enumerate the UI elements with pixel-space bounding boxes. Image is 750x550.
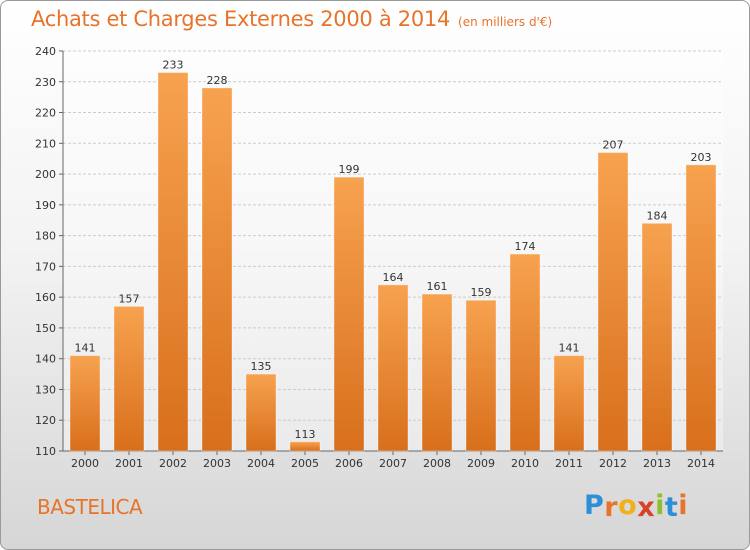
bar bbox=[289, 441, 321, 452]
y-tick-label: 190 bbox=[35, 199, 56, 212]
x-tick-label: 2007 bbox=[379, 457, 407, 470]
bar bbox=[113, 305, 145, 452]
logo-letter: t bbox=[664, 492, 679, 523]
y-tick-label: 180 bbox=[35, 230, 56, 243]
x-tick-label: 2002 bbox=[159, 457, 187, 470]
bar-value-label: 203 bbox=[691, 151, 712, 164]
y-tick-label: 130 bbox=[35, 383, 56, 396]
y-tick-label: 170 bbox=[35, 260, 56, 273]
bar bbox=[421, 293, 453, 452]
logo-letter: o bbox=[618, 490, 638, 521]
logo-letter: P bbox=[584, 490, 605, 521]
chart-title-text: Achats et Charges Externes 2000 à 2014 bbox=[31, 7, 451, 31]
y-tick-label: 150 bbox=[35, 322, 56, 335]
bar bbox=[509, 253, 541, 452]
bar-value-label: 228 bbox=[207, 74, 228, 87]
bar bbox=[245, 373, 277, 452]
x-tick-label: 2013 bbox=[643, 457, 671, 470]
chart-unit: (en milliers d'€) bbox=[458, 15, 553, 29]
bar-value-label: 164 bbox=[383, 271, 404, 284]
x-tick-label: 2011 bbox=[555, 457, 583, 470]
bar bbox=[377, 284, 409, 452]
x-tick-label: 2000 bbox=[71, 457, 99, 470]
bar bbox=[69, 355, 101, 452]
y-tick-label: 120 bbox=[35, 414, 56, 427]
x-tick-label: 2006 bbox=[335, 457, 363, 470]
y-tick-label: 110 bbox=[35, 445, 56, 458]
bar bbox=[157, 72, 189, 452]
labels: 141 2000 157 2001 233 2002 228 2003 135 2004 113 20… bbox=[71, 59, 715, 470]
commune-name: BASTELICA bbox=[37, 495, 143, 519]
bar bbox=[641, 222, 673, 452]
y-tick-label: 200 bbox=[35, 168, 56, 181]
bar-value-label: 174 bbox=[515, 240, 536, 253]
bar-value-label: 159 bbox=[471, 286, 492, 299]
bar bbox=[333, 176, 365, 452]
x-tick-label: 2009 bbox=[467, 457, 495, 470]
bar bbox=[685, 164, 717, 452]
y-tick-label: 240 bbox=[35, 45, 56, 58]
y-tick-label: 220 bbox=[35, 107, 56, 120]
y-tick-label: 230 bbox=[35, 76, 56, 89]
x-tick-label: 2004 bbox=[247, 457, 275, 470]
x-tick-label: 2012 bbox=[599, 457, 627, 470]
proxiti-logo: Proxiti bbox=[584, 490, 689, 523]
logo-letter: r bbox=[604, 492, 619, 523]
bar bbox=[201, 87, 233, 452]
logo-letter: x bbox=[637, 492, 656, 523]
bar-value-label: 141 bbox=[75, 342, 96, 355]
bar bbox=[465, 299, 497, 452]
y-tick-label: 160 bbox=[35, 291, 56, 304]
bar-value-label: 233 bbox=[163, 59, 184, 72]
x-tick-label: 2001 bbox=[115, 457, 143, 470]
bar bbox=[597, 152, 629, 452]
y-tick-label: 140 bbox=[35, 353, 56, 366]
x-tick-label: 2005 bbox=[291, 457, 319, 470]
bar-value-label: 199 bbox=[339, 163, 360, 176]
x-tick-label: 2003 bbox=[203, 457, 231, 470]
bar-value-label: 161 bbox=[427, 280, 448, 293]
x-tick-label: 2008 bbox=[423, 457, 451, 470]
bar-value-label: 157 bbox=[119, 292, 140, 305]
bar-value-label: 113 bbox=[295, 428, 316, 441]
y-tick-label: 210 bbox=[35, 137, 56, 150]
logo-letter: i bbox=[655, 490, 665, 521]
bar-value-label: 135 bbox=[251, 360, 272, 373]
bar-value-label: 141 bbox=[559, 342, 580, 355]
logo-letter: i bbox=[678, 490, 689, 521]
bar-value-label: 184 bbox=[647, 209, 668, 222]
chart-title: Achats et Charges Externes 2000 à 2014 (e… bbox=[31, 7, 552, 31]
x-tick-label: 2010 bbox=[511, 457, 539, 470]
bars bbox=[69, 72, 717, 452]
bar-value-label: 207 bbox=[603, 139, 624, 152]
bar bbox=[553, 355, 585, 452]
x-tick-label: 2014 bbox=[687, 457, 715, 470]
